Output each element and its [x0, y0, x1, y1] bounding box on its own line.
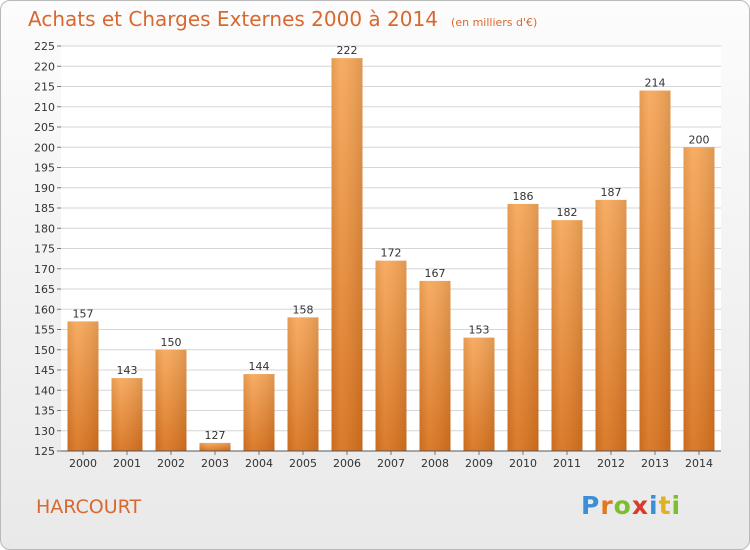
bar-shade [595, 199, 627, 451]
value-label: 186 [513, 190, 534, 203]
bar-shade [507, 203, 539, 451]
y-tick-label: 210 [34, 101, 55, 114]
x-tick-label: 2010 [509, 457, 537, 470]
y-tick-label: 200 [34, 141, 55, 154]
y-tick-label: 190 [34, 182, 55, 195]
chart-title-block: Achats et Charges Externes 2000 à 2014 (… [28, 7, 537, 31]
y-tick-label: 165 [34, 283, 55, 296]
value-label: 127 [205, 429, 226, 442]
bar-shade [155, 349, 187, 451]
value-label: 182 [557, 206, 578, 219]
x-tick-label: 2011 [553, 457, 581, 470]
bars: 157 143 150 127 144 158 222 172 167 153 186 182 187 2… [67, 44, 715, 452]
y-tick-label: 180 [34, 222, 55, 235]
x-tick-label: 2007 [377, 457, 405, 470]
bar-shade [243, 374, 275, 451]
logo-letter: i [649, 491, 659, 520]
bar-shade [199, 442, 231, 451]
bar-shade [111, 378, 143, 451]
x-tick-label: 2001 [113, 457, 141, 470]
bar-shade [67, 321, 99, 451]
logo-letter: P [581, 491, 601, 520]
y-tick-label: 170 [34, 263, 55, 276]
x-tick-label: 2012 [597, 457, 625, 470]
y-tick-label: 135 [34, 405, 55, 418]
y-tick-label: 185 [34, 202, 55, 215]
value-label: 200 [689, 133, 710, 146]
y-axis-ticks: 125 130 135 140 145 150 155 160 165 170 175 180 185 1… [34, 40, 61, 458]
x-tick-label: 2003 [201, 457, 229, 470]
x-tick-label: 2000 [69, 457, 97, 470]
x-tick-label: 2005 [289, 457, 317, 470]
value-label: 143 [117, 364, 138, 377]
value-label: 158 [293, 303, 314, 316]
logo-letter: r [600, 491, 614, 520]
bar-shade [551, 220, 583, 451]
y-tick-label: 145 [34, 364, 55, 377]
y-tick-label: 140 [34, 384, 55, 397]
x-tick-label: 2014 [685, 457, 713, 470]
value-label: 214 [645, 77, 666, 90]
y-tick-label: 150 [34, 344, 55, 357]
bar-shade [419, 280, 451, 451]
value-label: 144 [249, 360, 270, 373]
logo-letter: o [613, 491, 632, 520]
y-tick-label: 155 [34, 324, 55, 337]
chart-subtitle: (en milliers d'€) [451, 16, 538, 29]
x-tick-label: 2008 [421, 457, 449, 470]
x-tick-label: 2013 [641, 457, 669, 470]
logo-letter: x [631, 491, 649, 520]
x-tick-label: 2002 [157, 457, 185, 470]
value-label: 150 [161, 336, 182, 349]
value-label: 157 [73, 307, 94, 320]
y-tick-label: 220 [34, 60, 55, 73]
bar-shade [331, 58, 363, 452]
x-tick-label: 2006 [333, 457, 361, 470]
y-tick-label: 225 [34, 40, 55, 53]
y-tick-label: 195 [34, 162, 55, 175]
value-label: 187 [601, 186, 622, 199]
y-tick-label: 215 [34, 81, 55, 94]
bar-shade [287, 317, 319, 451]
x-tick-label: 2009 [465, 457, 493, 470]
value-label: 167 [425, 267, 446, 280]
value-label: 153 [469, 324, 490, 337]
x-axis-ticks: 2000 2001 2002 2003 2004 2005 2006 2007 2008 2009… [69, 451, 713, 470]
bar-shade [375, 260, 407, 451]
chart-title: Achats et Charges Externes 2000 à 2014 [28, 7, 438, 31]
proxiti-logo: Proxiti [581, 491, 681, 520]
bar-shade [463, 337, 495, 451]
bar-shade [683, 147, 715, 451]
y-tick-label: 175 [34, 243, 55, 256]
value-label: 172 [381, 247, 402, 260]
place-label: HARCOURT [36, 496, 142, 518]
y-tick-label: 205 [34, 121, 55, 134]
x-tick-label: 2004 [245, 457, 273, 470]
value-label: 222 [337, 44, 358, 57]
y-tick-label: 160 [34, 303, 55, 316]
bar-shade [639, 90, 671, 452]
logo-letter: i [671, 491, 682, 520]
y-tick-label: 125 [34, 445, 55, 458]
y-tick-label: 130 [34, 425, 55, 438]
logo-letter: t [658, 491, 672, 520]
